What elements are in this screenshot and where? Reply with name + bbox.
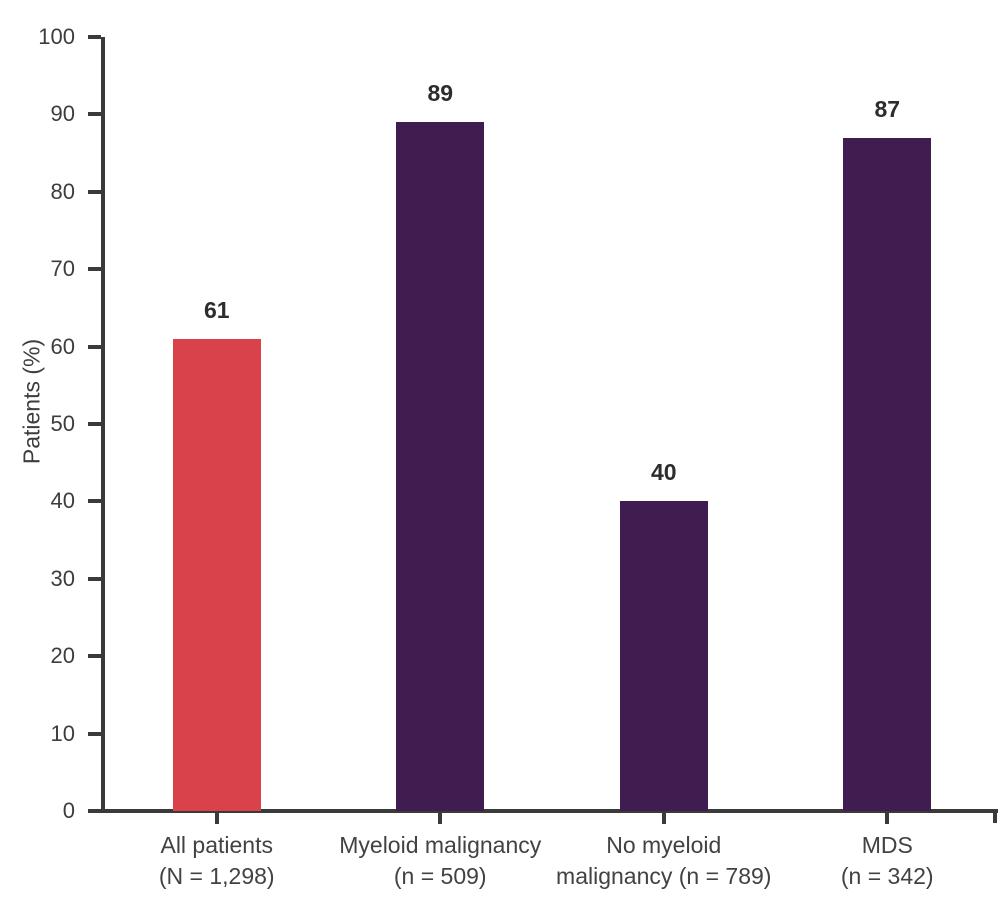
bar-3: [619, 501, 708, 811]
y-tick-label: 0: [62, 798, 75, 823]
y-tick: [88, 267, 101, 272]
category-label-line: No myeloid: [606, 832, 722, 858]
bar-value-label: 87: [874, 95, 901, 122]
y-tick-label: 60: [50, 333, 75, 359]
category-label-line: (n = 509): [393, 863, 487, 889]
bar-value-label: 40: [650, 459, 677, 486]
category-label: MDS (n = 342): [747, 830, 1000, 892]
x-tick: [214, 813, 219, 824]
bar-value-label: 61: [203, 296, 230, 323]
bar-4: [843, 137, 932, 811]
category-label-line: (N = 1,298): [158, 863, 275, 889]
y-tick: [88, 654, 101, 659]
y-tick-label: 40: [50, 488, 75, 514]
bar-2: [396, 122, 485, 811]
y-tick: [88, 112, 101, 117]
y-tick-label: 50: [50, 411, 75, 436]
category-label-line: (n = 342): [840, 863, 934, 889]
y-tick-label: 80: [50, 178, 75, 204]
x-tick: [438, 813, 443, 824]
y-tick: [88, 422, 101, 426]
bar-value-label: 89: [427, 80, 454, 107]
x-tick: [885, 813, 890, 824]
y-tick-label: 70: [50, 256, 75, 282]
y-tick: [88, 344, 101, 349]
y-tick: [88, 35, 101, 39]
category-label: No myeloid malignancy (n = 789): [524, 830, 804, 892]
y-tick-label: 90: [50, 101, 75, 127]
y-tick: [88, 499, 101, 504]
x-axis-end-tick: [993, 809, 997, 823]
category-label: Myeloid malignancy (n = 509): [300, 830, 580, 892]
y-tick-label: 20: [50, 643, 75, 669]
y-tick: [88, 189, 101, 194]
x-axis-line: [88, 809, 998, 813]
y-tick: [88, 731, 101, 736]
y-axis-line: [101, 37, 105, 813]
category-label-line: MDS: [861, 832, 913, 858]
x-tick: [661, 813, 666, 824]
y-tick-label: 100: [38, 24, 75, 49]
y-tick-label: 10: [50, 720, 75, 746]
category-label-line: All patients: [160, 832, 273, 858]
y-tick: [88, 576, 101, 581]
category-label-line: Myeloid malignancy: [339, 832, 542, 858]
category-label-line: malignancy (n = 789): [556, 863, 772, 889]
bar-1: [172, 338, 261, 811]
category-label: All patients (N = 1,298): [77, 830, 357, 892]
y-tick-label: 30: [50, 565, 75, 591]
